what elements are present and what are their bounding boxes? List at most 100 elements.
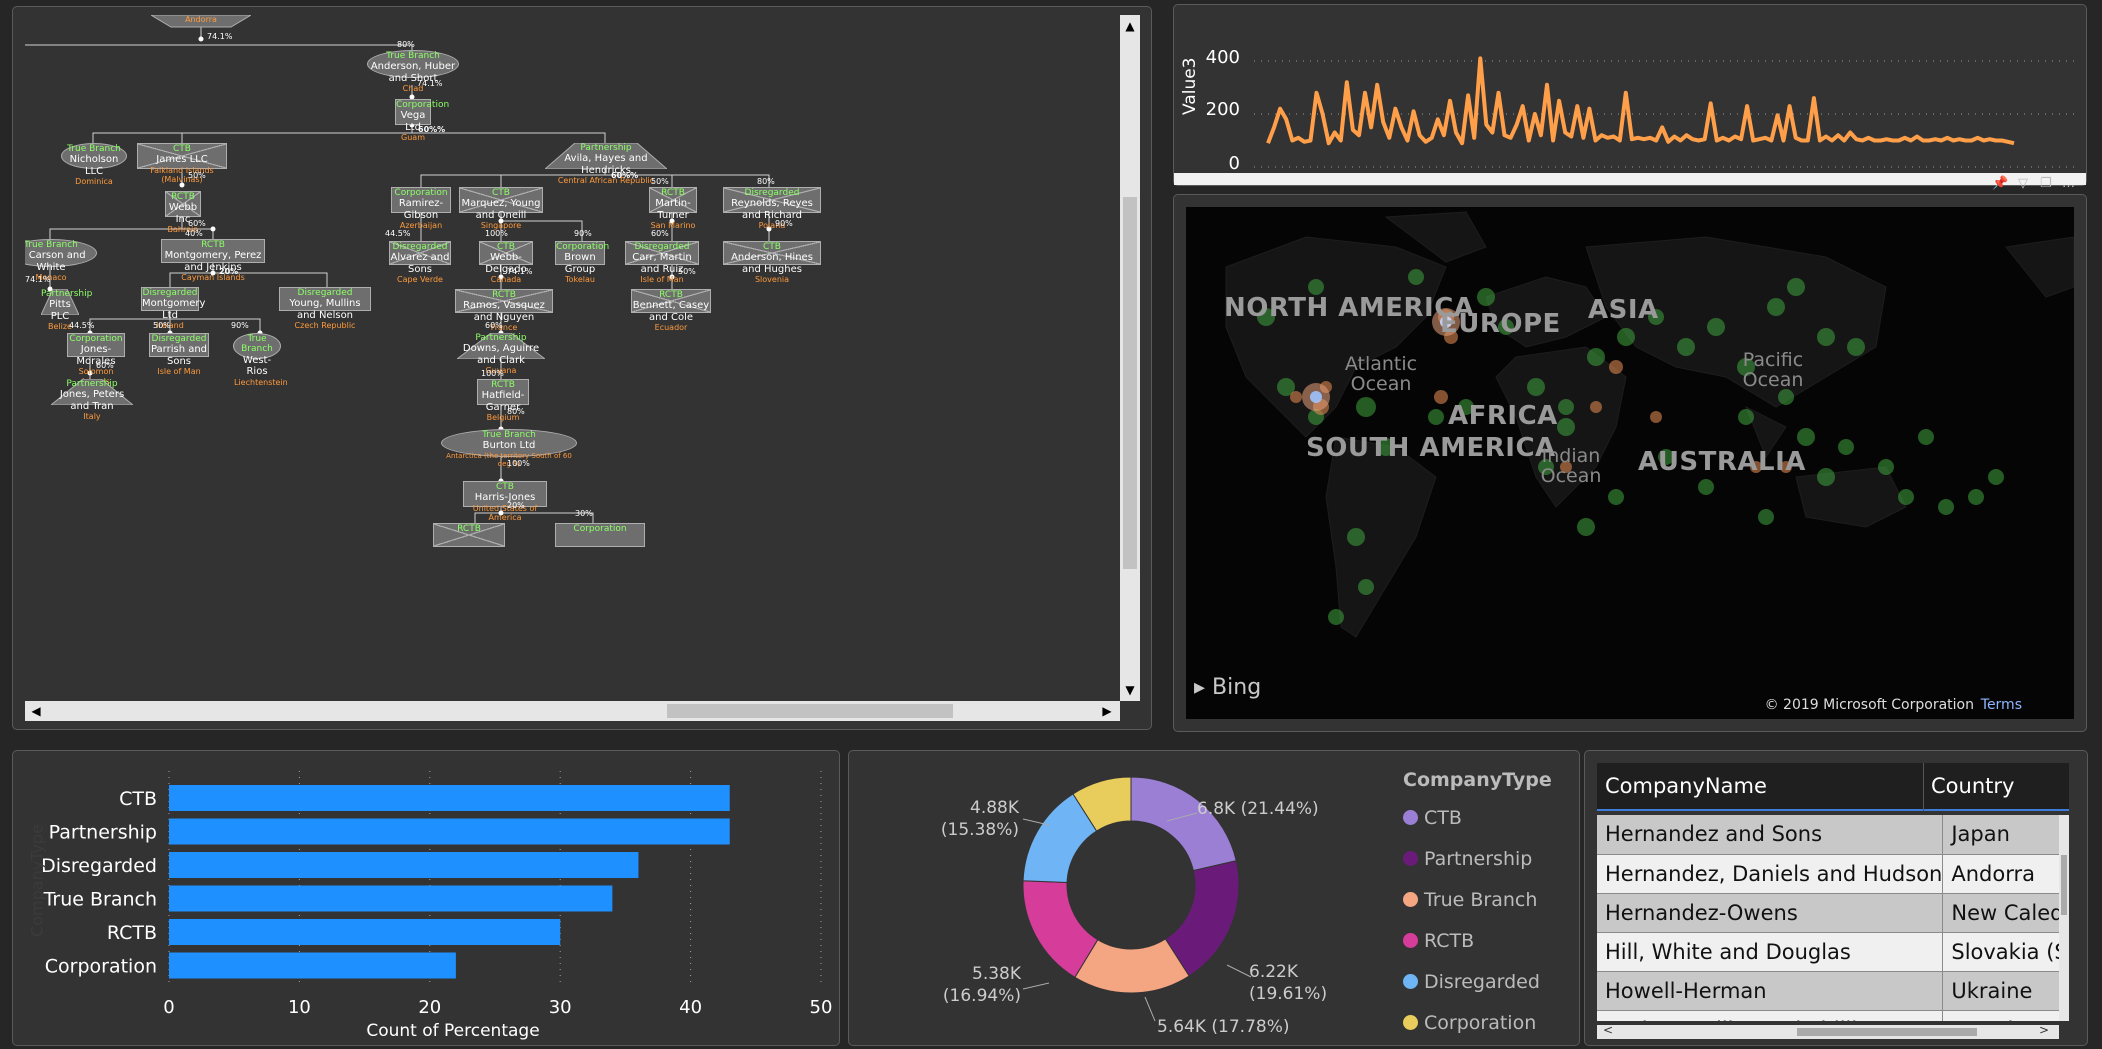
tree-node[interactable]: CTB Marquez, Young and Oneill Singapore — [459, 187, 543, 230]
cell-country[interactable]: Slovakia (Slovak Republic) — [1942, 932, 2059, 972]
tree-node[interactable]: Corporation — [555, 523, 645, 547]
donut-slice-corporation[interactable] — [1072, 776, 1132, 832]
legend-item[interactable]: RCTB — [1403, 920, 1579, 961]
tree-node[interactable]: Disregarded Carr, Martin and Ruiz Isle o… — [625, 241, 699, 284]
bar-rctb[interactable] — [169, 919, 561, 945]
node-type: Disregarded — [297, 288, 353, 298]
scroll-up-arrow[interactable]: ▲ — [1125, 19, 1135, 33]
more-options-icon[interactable]: … — [2062, 176, 2075, 191]
scroll-down-arrow[interactable]: ▼ — [1125, 683, 1135, 697]
cell-companyname[interactable]: Howell-Herman — [1597, 971, 1944, 1011]
donut-slice-ctb[interactable] — [1130, 776, 1237, 872]
tree-node[interactable]: True Branch Burton Ltd Antarctica (the t… — [441, 429, 577, 468]
donut-chart[interactable] — [849, 751, 1349, 1045]
tree-node[interactable]: Disregarded Young, Mullins and Nelson Cz… — [279, 287, 371, 330]
table-row[interactable]: Hernandez and Sons Japan — [1597, 815, 2059, 855]
tree-node[interactable]: RCTB Webb Inc Bahrain — [165, 191, 201, 234]
cell-companyname[interactable]: Hernandez and Sons — [1597, 815, 1944, 855]
tree-node[interactable]: Disregarded Alvarez and Sons Cape Verde — [389, 241, 451, 284]
column-header-companyname[interactable]: CompanyName — [1605, 774, 1767, 798]
bar-disregarded[interactable] — [169, 852, 639, 878]
tree-viewport[interactable]: Andorra True Branch Anderson, Huber and … — [25, 15, 1132, 701]
tree-node[interactable]: Partnership Pitts PLC Belize — [41, 289, 92, 331]
table-vertical-scrollbar[interactable] — [2059, 815, 2069, 1021]
table-row[interactable]: Howell-Herman Ukraine — [1597, 971, 2059, 1011]
table-horizontal-thumb[interactable] — [1797, 1028, 1977, 1036]
tree-node[interactable]: RCTB Bennett, Casey and Cole Ecuador — [631, 289, 711, 332]
cell-companyname[interactable]: Hernandez-Owens — [1597, 893, 1944, 933]
bar-corporation[interactable] — [169, 952, 456, 979]
node-name: Montgomery Ltd — [142, 298, 206, 321]
bar-partnership[interactable] — [169, 818, 730, 845]
tree-node[interactable]: Corporation Ramirez-Gibson Azerbaijan — [391, 187, 451, 230]
node-type: True Branch — [241, 334, 273, 355]
tree-node[interactable]: RCTB Martin-Turner San Marino — [649, 187, 697, 230]
map-terms-link[interactable]: Terms — [1980, 697, 2022, 713]
tree-node[interactable]: Partnership Jones, Peters and Tran Italy — [51, 379, 133, 421]
tree-node[interactable]: CTB James LLC Falkland Islands (Malvinas… — [137, 143, 227, 184]
tree-node[interactable]: Partnership Downs, Aguirre and Clark Guy… — [457, 333, 545, 375]
horizontal-scrollbar[interactable]: ◀ ▶ — [25, 701, 1120, 721]
panel-divider — [1174, 173, 2086, 185]
tree-node[interactable]: Andorra — [151, 15, 251, 31]
cell-country[interactable]: Ukraine — [1942, 971, 2059, 1011]
column-header-country[interactable]: Country — [1931, 774, 2015, 798]
cell-country[interactable]: Japan — [1942, 815, 2059, 855]
tree-node[interactable]: CTB Anderson, Hines and Hughes Slovenia — [723, 241, 821, 284]
focus-mode-icon[interactable]: ❐ — [2040, 176, 2052, 191]
table-row[interactable]: Hernandez, Daniels and Hudson Andorra — [1597, 854, 2059, 894]
node-name: Hatfield-Garner — [481, 390, 525, 413]
bar-ctb[interactable] — [169, 785, 730, 811]
tree-node[interactable]: Corporation Brown Group Tokelau — [555, 241, 609, 284]
scroll-right-arrow[interactable]: > — [2039, 1023, 2050, 1037]
legend-item[interactable]: Disregarded — [1403, 961, 1579, 1002]
tree-node[interactable]: CTB Harris-Jones United States of Americ… — [463, 481, 547, 522]
tree-node[interactable]: Disregarded Reynolds, Reyes and Richard … — [723, 187, 821, 230]
scroll-left-arrow[interactable]: ◀ — [31, 704, 41, 718]
cell-companyname[interactable]: Hill, White and Douglas — [1597, 932, 1944, 972]
vertical-scrollbar[interactable]: ▲ ▼ — [1120, 15, 1140, 701]
node-country: Cayman Islands — [181, 273, 245, 283]
legend-item[interactable]: CTB — [1403, 797, 1579, 838]
tree-node[interactable]: RCTB Ramos, Vasquez and Nguyen France — [455, 289, 553, 332]
table-vertical-thumb[interactable] — [2061, 855, 2067, 915]
pin-icon[interactable]: 📌 — [1992, 176, 2009, 191]
tree-node[interactable]: True Branch West-Rios Liechtenstein — [233, 333, 288, 387]
cell-companyname[interactable]: Hernandez, Daniels and Hudson — [1597, 854, 1944, 894]
legend-item[interactable]: Corporation — [1403, 1002, 1579, 1043]
scroll-left-arrow[interactable]: < — [1603, 1023, 1614, 1037]
cell-country[interactable]: Lesotho — [1942, 1010, 2059, 1021]
tree-node[interactable]: Disregarded Parrish and Sons Isle of Man — [149, 333, 209, 376]
table-row[interactable]: Hudson, Miller and PhillipsLesotho — [1597, 1010, 2059, 1021]
tree-node[interactable]: True Branch x, Carson and White Monaco — [25, 239, 97, 282]
table-horizontal-scrollbar[interactable]: < > — [1597, 1023, 2059, 1039]
horizontal-scroll-thumb[interactable] — [667, 704, 953, 718]
tree-node[interactable]: Partnership Avila, Hayes and Hendricks C… — [545, 143, 667, 185]
cell-country[interactable]: New Caledonia — [1942, 893, 2059, 933]
tree-node[interactable]: Corporation Jones-Morales Solomon Island… — [67, 333, 125, 386]
tree-node[interactable]: RCTB Hatfield-Garner Belgium — [477, 379, 529, 422]
filter-icon[interactable]: ▽ — [2018, 176, 2028, 191]
line-plot-area[interactable] — [1254, 35, 2074, 170]
tree-node[interactable]: RCTB Montgomery, Perez and Jenkins Cayma… — [161, 239, 265, 282]
tree-node[interactable]: RCTB — [433, 523, 505, 547]
scroll-right-arrow[interactable]: ▶ — [1102, 704, 1112, 718]
map-canvas[interactable]: NORTH AMERICA EUROPE ASIA AFRICA SOUTH A… — [1186, 207, 2074, 719]
vertical-scroll-thumb[interactable] — [1123, 197, 1137, 569]
legend-item[interactable]: True Branch — [1403, 879, 1579, 920]
bar-chart[interactable]: 0 10 20 30 40 50 CTB Partnership Disregarded True… — [13, 751, 839, 1045]
node-country: Monaco — [35, 273, 67, 283]
legend-item[interactable]: Partnership — [1403, 838, 1579, 879]
node-country: Azerbaijan — [399, 221, 443, 231]
tree-node[interactable]: CTB Webb-Delgado Canada — [479, 241, 533, 284]
tree-node[interactable]: True Branch Anderson, Huber and Short Ch… — [367, 50, 459, 93]
series-line-value3[interactable] — [1266, 56, 2015, 146]
tree-node[interactable]: Corporation Vega Ltd Guam — [395, 99, 449, 142]
tree-node[interactable]: Disregarded Montgomery Ltd Ireland — [141, 287, 205, 330]
cell-companyname[interactable]: Hudson, Miller and Phillips — [1597, 1010, 1944, 1021]
cell-country[interactable]: Andorra — [1942, 854, 2059, 894]
tree-node[interactable]: True Branch Nicholson LLC Dominica — [61, 143, 127, 186]
bar-true-branch[interactable] — [169, 885, 613, 912]
